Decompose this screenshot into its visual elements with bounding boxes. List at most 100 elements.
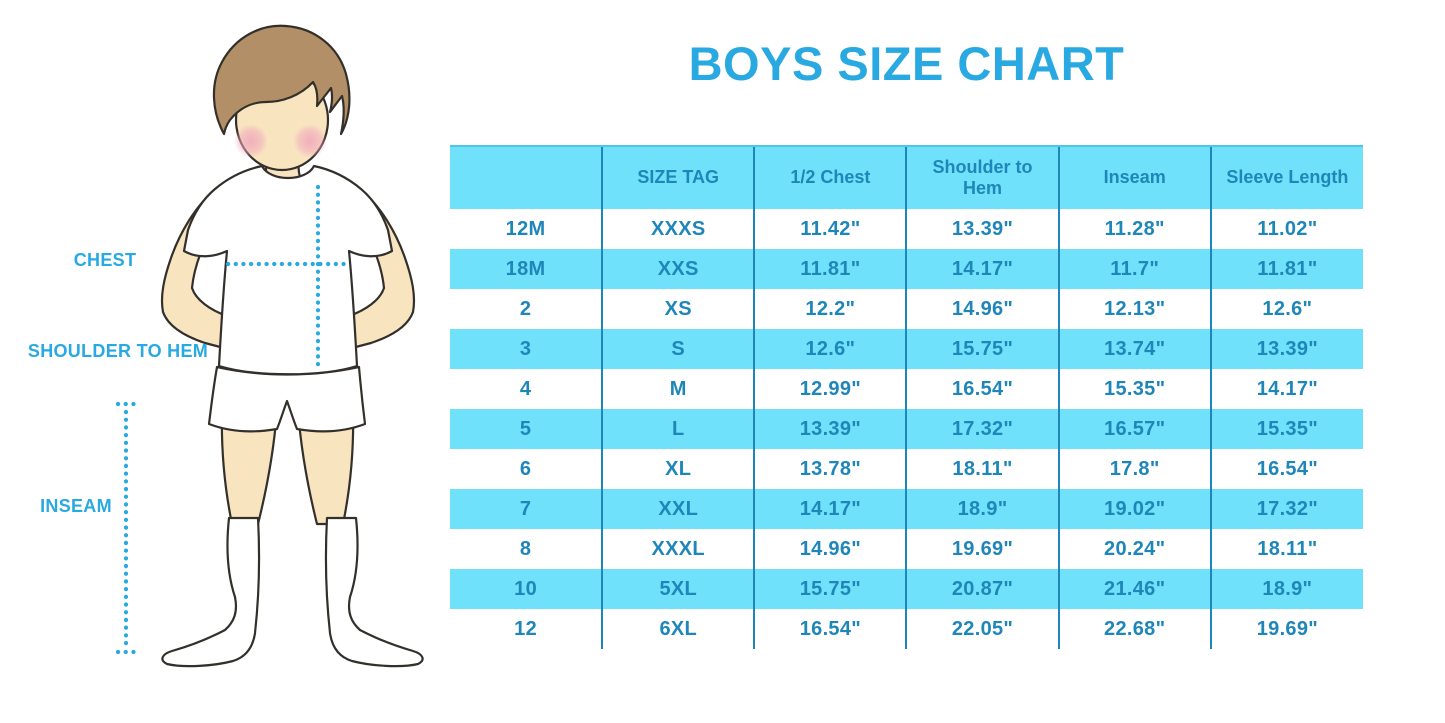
value-cell: 14.96" xyxy=(905,289,1059,329)
table-row: 4 M 12.99" 16.54" 15.35" 14.17" xyxy=(450,369,1363,409)
right-cheek-blush xyxy=(293,124,327,158)
table-row: 3 S 12.6" 15.75" 13.74" 13.39" xyxy=(450,329,1363,369)
size-cell: 2 xyxy=(519,297,532,320)
value-cell: 14.17" xyxy=(905,249,1059,289)
value-cell: 12.13" xyxy=(1057,289,1211,329)
value-cell: 16.54" xyxy=(753,609,907,649)
value-cell: XL xyxy=(601,449,755,489)
size-table-body: 12M XXXS 11.42" 13.39" 11.28" 11.02" 18M XXS 11.… xyxy=(450,209,1363,649)
value-cell: 19.69" xyxy=(905,529,1059,569)
size-cell: 18M xyxy=(450,249,603,289)
boy-figure xyxy=(160,24,424,668)
column-header: Shoulder to Hem xyxy=(905,145,1059,209)
table-row: 12 6XL 16.54" 22.05" 22.68" 19.69" xyxy=(450,609,1363,649)
value-cell: 14.17" xyxy=(753,489,907,529)
value-cell: 11.28" xyxy=(1057,209,1211,249)
value-cell: 12.99" xyxy=(753,369,907,409)
value-cell: 13.39" xyxy=(1209,329,1363,369)
column-header: Inseam xyxy=(1057,145,1211,209)
size-cell: 7 xyxy=(450,489,603,529)
label-shoulder-to-hem: SHOULDER TO HEM xyxy=(27,341,209,361)
value-cell: 22.05" xyxy=(905,609,1059,649)
shorts xyxy=(207,365,367,433)
value-cell: 20.87" xyxy=(905,569,1059,609)
column-header: 1/2 Chest xyxy=(753,145,907,209)
value-cell: 13.39" xyxy=(905,209,1059,249)
value-cell: 16.54" xyxy=(905,369,1059,409)
header-row: SIZE TAG 1/2 Chest Shoulder to Hem Inseam Sl… xyxy=(450,145,1363,209)
value-cell: 11.7" xyxy=(1057,249,1211,289)
value-cell: 13.74" xyxy=(1057,329,1211,369)
value-cell: XXL xyxy=(601,489,755,529)
size-cell: 4 xyxy=(519,377,532,400)
size-table: SIZE TAG 1/2 Chest Shoulder to Hem Inseam Sl… xyxy=(450,145,1363,649)
left-sock xyxy=(161,516,261,668)
value-cell: 12.6" xyxy=(1209,289,1363,329)
value-cell: 13.78" xyxy=(753,449,907,489)
size-cell: 12M xyxy=(505,217,546,240)
t-shirt xyxy=(182,164,394,376)
size-cell: 12 xyxy=(514,617,537,640)
value-cell: S xyxy=(601,329,755,369)
value-cell: 15.35" xyxy=(1057,369,1211,409)
column-header xyxy=(450,145,603,209)
value-cell: 19.69" xyxy=(1209,609,1363,649)
value-cell: 17.8" xyxy=(1057,449,1211,489)
value-cell: 12.6" xyxy=(753,329,907,369)
left-cheek-blush xyxy=(234,124,268,158)
label-chest: CHEST xyxy=(73,250,137,270)
size-cell: 6 xyxy=(519,457,532,480)
value-cell: XXXS xyxy=(601,209,755,249)
value-cell: 15.75" xyxy=(905,329,1059,369)
value-cell: 18.9" xyxy=(1209,569,1363,609)
measurement-figure: CHEST SHOULDER TO HEM INSEAM xyxy=(0,0,450,723)
value-cell: 11.81" xyxy=(1209,249,1363,289)
value-cell: 14.96" xyxy=(753,529,907,569)
inseam-measure-line xyxy=(115,401,144,655)
table-row: 12M XXXS 11.42" 13.39" 11.28" 11.02" xyxy=(450,209,1363,249)
value-cell: 18.11" xyxy=(1209,529,1363,569)
table-row: 7 XXL 14.17" 18.9" 19.02" 17.32" xyxy=(450,489,1363,529)
value-cell: 18.9" xyxy=(905,489,1059,529)
value-cell: 6XL xyxy=(601,609,755,649)
value-cell: 11.02" xyxy=(1209,209,1363,249)
value-cell: 13.39" xyxy=(753,409,907,449)
value-cell: XXS xyxy=(601,249,755,289)
value-cell: M xyxy=(601,369,755,409)
value-cell: 11.42" xyxy=(753,209,907,249)
hair xyxy=(212,24,351,136)
value-cell: 14.17" xyxy=(1209,369,1363,409)
value-cell: XXXL xyxy=(601,529,755,569)
value-cell: 11.81" xyxy=(753,249,907,289)
value-cell: 17.32" xyxy=(1209,489,1363,529)
table-row: 2 XS 12.2" 14.96" 12.13" 12.6" xyxy=(450,289,1363,329)
value-cell: 16.57" xyxy=(1057,409,1211,449)
size-cell: 5 xyxy=(450,409,603,449)
value-cell: 5XL xyxy=(601,569,755,609)
value-cell: XS xyxy=(601,289,755,329)
value-cell: 19.02" xyxy=(1057,489,1211,529)
size-cell: 10 xyxy=(450,569,603,609)
value-cell: 21.46" xyxy=(1057,569,1211,609)
value-cell: 15.35" xyxy=(1209,409,1363,449)
table-row: 5 L 13.39" 17.32" 16.57" 15.35" xyxy=(450,409,1363,449)
size-table-header: SIZE TAG 1/2 Chest Shoulder to Hem Inseam Sl… xyxy=(450,145,1363,209)
value-cell: 12.2" xyxy=(753,289,907,329)
value-cell: 20.24" xyxy=(1057,529,1211,569)
value-cell: 16.54" xyxy=(1209,449,1363,489)
label-inseam: INSEAM xyxy=(40,496,112,516)
page-title: BOYS SIZE CHART xyxy=(688,37,1125,90)
size-cell: 3 xyxy=(450,329,603,369)
right-sock xyxy=(324,516,424,668)
table-row: 8 XXXL 14.96" 19.69" 20.24" 18.11" xyxy=(450,529,1363,569)
table-row: 18M XXS 11.81" 14.17" 11.7" 11.81" xyxy=(450,249,1363,289)
value-cell: 18.11" xyxy=(905,449,1059,489)
column-header: SIZE TAG xyxy=(601,145,755,209)
value-cell: 17.32" xyxy=(905,409,1059,449)
column-header: Sleeve Length xyxy=(1209,145,1363,209)
table-row: 6 XL 13.78" 18.11" 17.8" 16.54" xyxy=(450,449,1363,489)
size-cell: 8 xyxy=(519,537,532,560)
value-cell: 22.68" xyxy=(1057,609,1211,649)
table-row: 10 5XL 15.75" 20.87" 21.46" 18.9" xyxy=(450,569,1363,609)
boy-illustration xyxy=(115,24,424,668)
